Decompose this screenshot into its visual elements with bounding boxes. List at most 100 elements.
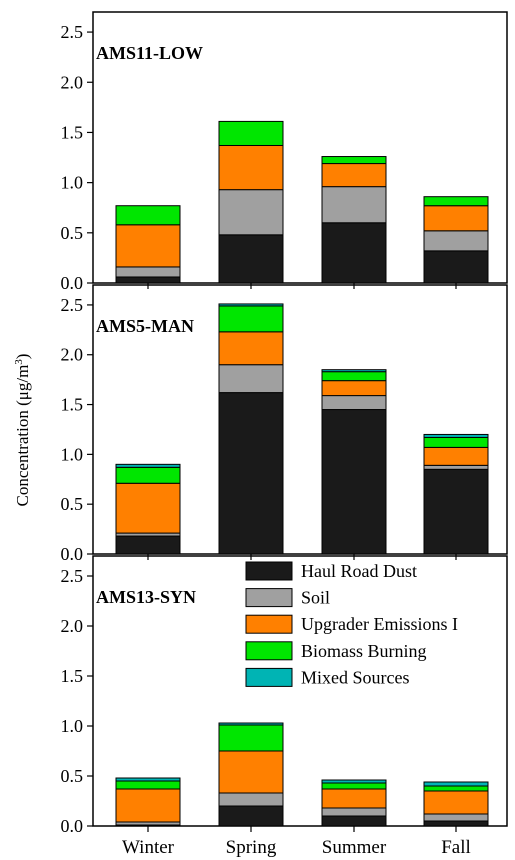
x-category-label: Spring [226,837,277,858]
y-tick-label: 1.5 [61,666,84,686]
bar-segment [115,205,181,226]
bar-segment [321,815,387,827]
bar-segment [321,369,387,373]
bar-segment [321,380,387,397]
bar-segment [218,303,284,307]
bar-segment [321,807,387,817]
bar-segment [115,224,181,268]
bar-segment [423,433,489,438]
bar-segment [423,446,489,466]
bar-segment [115,266,181,278]
y-tick-label: 0.5 [61,494,84,514]
panel-frame [92,555,508,827]
y-tick-label: 2.0 [61,616,84,636]
y-tick-label: 2.5 [61,566,84,586]
panel-label: AMS13-SYN [96,587,196,607]
bar-segment [321,371,387,382]
bar-segment [321,222,387,284]
bar-segment [115,276,181,284]
bar-segment [218,364,284,394]
y-tick-label: 2.0 [61,72,84,92]
bar-segment [423,464,489,470]
bar-segment [423,813,489,822]
y-tick-label: 1.0 [61,716,84,736]
y-axis-label-main: Concentration (μg/m [13,365,32,507]
bar-segment [423,785,489,792]
bar-segment [115,535,181,555]
bar-segment [423,205,489,232]
bar-segment [218,722,284,726]
legend-swatch [245,667,293,687]
y-tick-label: 0.0 [61,544,84,564]
x-category-label: Summer [322,837,387,858]
legend-swatch [245,641,293,661]
legend-swatch [245,561,293,581]
bar-segment [423,468,489,555]
bar-segment [321,788,387,809]
bar-segment [115,466,181,484]
bar-segment [218,392,284,555]
y-tick-label: 1.5 [61,122,84,142]
legend-swatch [245,588,293,608]
y-tick-label: 1.5 [61,395,84,415]
y-tick-label: 2.0 [61,345,84,365]
bar-segment [115,788,181,823]
x-category-label: Fall [441,837,471,858]
legend-label: Upgrader Emissions I [301,614,458,634]
bar-segment [423,230,489,252]
bar-segment [218,792,284,807]
panel-label: AMS5-MAN [96,316,194,336]
bar-segment [115,463,181,468]
bar-segment [321,156,387,165]
bar-segment [218,234,284,284]
bar-segment [321,782,387,790]
y-axis-label: Concentration (μg/m3) [13,354,32,507]
bar-segment [321,779,387,784]
legend-swatch [245,614,293,634]
bar-segment [218,750,284,794]
bar-segment [423,196,489,207]
bar-segment [218,120,284,146]
bar-segment [218,724,284,752]
bar-segment [423,820,489,827]
bar-segment [423,436,489,448]
bar-segment [321,186,387,224]
bar-segment [218,805,284,827]
legend-label: Soil [301,588,330,608]
y-tick-label: 2.5 [61,295,84,315]
legend-label: Mixed Sources [301,667,409,687]
bar-segment [218,189,284,236]
bar-segment [115,777,181,782]
y-tick-label: 1.0 [61,173,84,193]
bar-segment [423,781,489,787]
y-tick-label: 0.0 [61,816,84,836]
panel-label: AMS11-LOW [96,43,203,63]
panel-frame [92,284,508,555]
panel-ams13-syn: 0.0 0.5 1.0 1.5 2.0 2.5 AMS13-SYN [61,555,508,836]
y-tick-label: 0.5 [61,223,84,243]
legend: Haul Road Dust Soil Upgrader Emissions I Bi… [245,561,458,687]
y-axis-label-superscript: 3 [13,359,25,365]
y-tick-label: 0.5 [61,766,84,786]
x-category-label: Winter [122,837,175,858]
bar-segment [423,250,489,284]
bar-segment [321,163,387,188]
legend-label: Biomass Burning [301,641,427,661]
panel-ams11-low: 0.0 0.5 1.0 1.5 2.0 2.5 AMS11-LOW [61,11,508,293]
bar-segment [423,790,489,815]
y-tick-label: 1.0 [61,444,84,464]
bar-segment [218,144,284,191]
bar-segment [115,482,181,534]
y-tick-label: 2.5 [61,22,84,42]
bar-segment [321,395,387,411]
legend-label: Haul Road Dust [301,561,417,581]
bar-segment [321,409,387,555]
y-tick-label: 0.0 [61,273,84,293]
bar-segment [218,305,284,333]
bar-segment [218,331,284,366]
panel-frame [92,11,508,284]
panel-ams5-man: 0.0 0.5 1.0 1.5 2.0 2.5 AMS5-MAN [61,284,508,564]
bar-segment [115,780,181,790]
y-axis-label-close: ) [13,354,32,360]
